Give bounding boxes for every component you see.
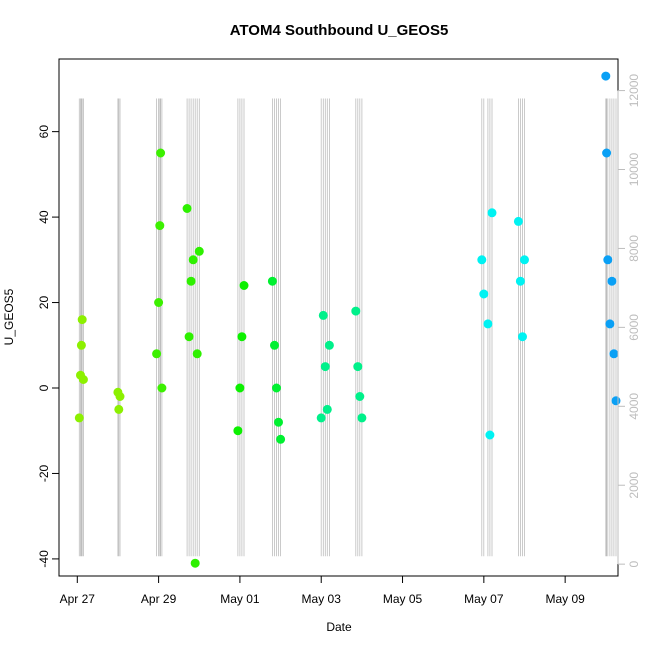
data-point: [182, 204, 192, 213]
data-point: [76, 340, 86, 350]
plot-frame: [58, 58, 619, 577]
data-point: [156, 148, 166, 158]
series-5: [267, 276, 286, 444]
right-tick-label: 10000: [627, 152, 641, 186]
series-2: [152, 148, 167, 393]
data-point: [607, 276, 617, 286]
y-axis-right: 0 2000 4000 6000 8000 10000 12000: [617, 74, 641, 568]
data-point: [152, 349, 162, 359]
series-4: [233, 281, 249, 436]
data-points-layer: [74, 71, 621, 568]
x-tick-label: Apr 27: [60, 592, 96, 606]
chart-title: ATOM4 Southbound U_GEOS5: [230, 22, 449, 39]
series-0: [74, 315, 88, 423]
data-point: [194, 246, 204, 256]
data-point: [235, 383, 245, 393]
data-point: [276, 434, 286, 444]
data-point: [190, 558, 200, 568]
x-tick-label: May 01: [220, 592, 260, 606]
altitude-trace-layer: [78, 98, 617, 557]
data-point: [274, 417, 283, 427]
data-point: [324, 340, 334, 350]
data-point: [611, 396, 621, 406]
x-tick-label: Apr 29: [141, 592, 177, 606]
right-tick-label: 0: [627, 561, 641, 568]
data-point: [267, 276, 277, 286]
series-3: [182, 204, 204, 568]
data-point: [485, 430, 495, 440]
data-point: [322, 404, 332, 414]
y-tick-label: 60: [37, 125, 51, 139]
data-point: [78, 375, 88, 384]
series-1: [113, 387, 125, 414]
data-point: [157, 383, 167, 393]
right-tick-label: 12000: [627, 74, 641, 108]
x-tick-label: May 03: [302, 592, 342, 606]
y-tick-label: 40: [37, 210, 51, 224]
series-6: [316, 310, 334, 423]
series-7: [351, 306, 367, 423]
y-tick-label: -40: [37, 550, 51, 568]
data-point: [316, 413, 326, 423]
data-point: [483, 319, 493, 329]
data-point: [357, 413, 367, 423]
data-point: [272, 383, 281, 393]
data-point: [186, 276, 196, 286]
data-point: [270, 340, 279, 350]
series-9: [513, 216, 529, 342]
y-tick-label: -20: [37, 464, 51, 482]
x-tick-label: May 05: [383, 592, 423, 606]
y-tick-label: 20: [37, 296, 51, 310]
data-point: [114, 404, 124, 414]
x-axis-label: Date: [326, 620, 352, 634]
data-point: [513, 216, 523, 226]
data-point: [192, 349, 202, 359]
y-tick-label: 0: [37, 384, 51, 391]
right-tick-label: 6000: [627, 314, 641, 341]
right-tick-label: 2000: [627, 472, 641, 499]
data-point: [74, 413, 84, 423]
data-point: [603, 255, 613, 265]
data-point: [239, 281, 249, 290]
y-axis-label: U_GEOS5: [2, 288, 16, 345]
data-point: [520, 255, 529, 265]
right-tick-label: 4000: [627, 393, 641, 420]
data-point: [351, 306, 361, 316]
data-point: [609, 349, 619, 359]
x-tick-label: May 07: [464, 592, 504, 606]
data-point: [479, 289, 489, 299]
data-point: [115, 392, 125, 401]
series-10: [601, 71, 621, 406]
data-point: [320, 362, 330, 372]
data-point: [353, 362, 363, 372]
data-point: [184, 332, 194, 342]
x-tick-label: May 09: [545, 592, 585, 606]
data-point: [233, 426, 243, 436]
x-axis: Apr 27 Apr 29 May 01 May 03 May 05 May 07 May …: [60, 575, 585, 606]
altitude-trace: [78, 98, 617, 557]
data-point: [237, 332, 247, 342]
data-point: [155, 221, 165, 231]
data-point: [518, 332, 527, 342]
data-point: [605, 319, 615, 329]
data-point: [355, 392, 365, 401]
data-point: [515, 276, 525, 286]
data-point: [602, 148, 612, 158]
data-point: [77, 315, 87, 325]
y-axis-left: -40 -20 0 20 40 60: [37, 125, 60, 568]
series-8: [477, 208, 497, 440]
right-tick-label: 8000: [627, 235, 641, 262]
data-point: [487, 208, 497, 218]
data-point: [188, 255, 198, 265]
data-point: [477, 255, 487, 265]
data-point: [154, 298, 164, 307]
data-point: [601, 71, 611, 81]
data-point: [318, 310, 328, 320]
